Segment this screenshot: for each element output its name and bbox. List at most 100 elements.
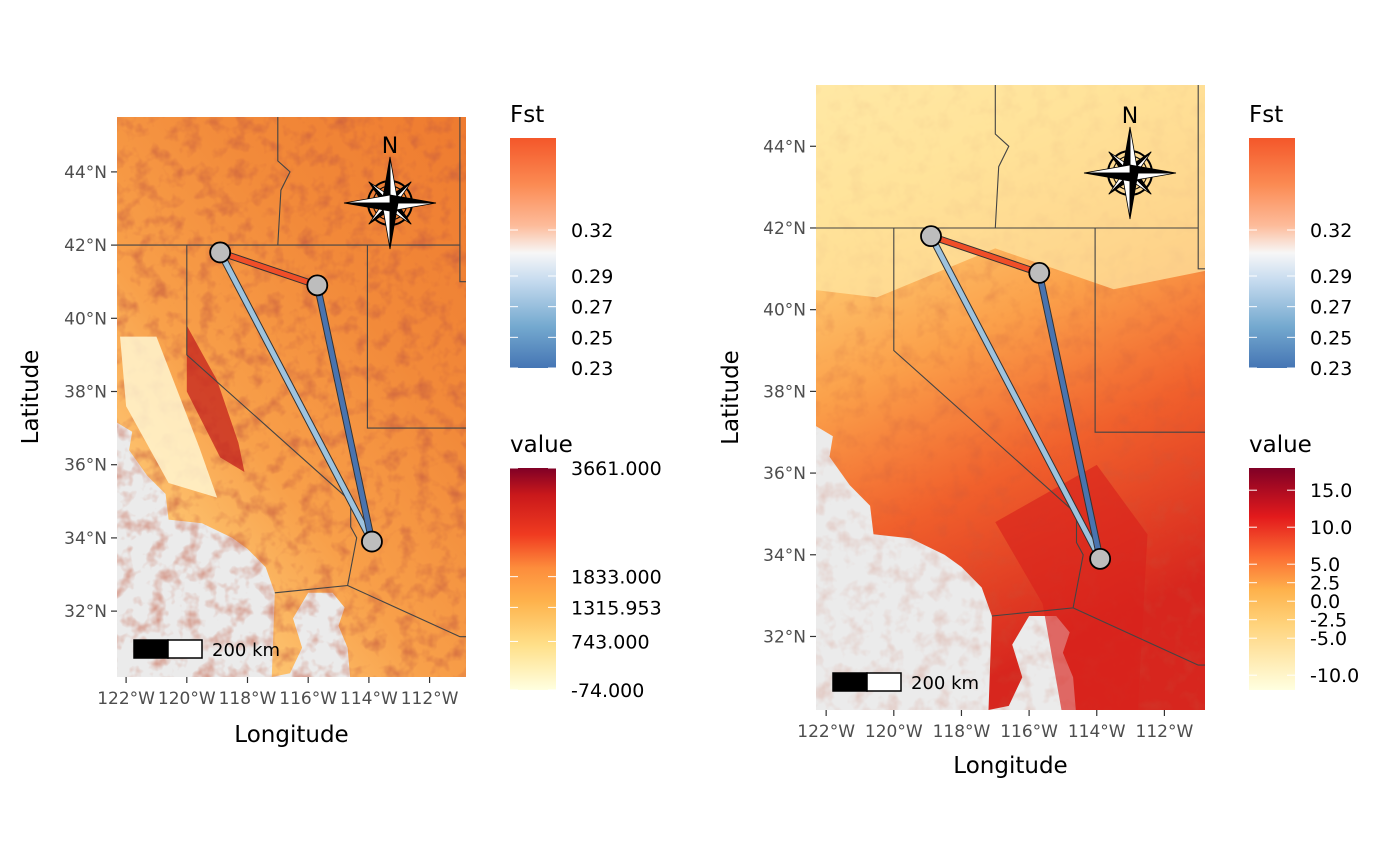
- x-tick-label: 114°W: [340, 689, 398, 709]
- site-point: [306, 274, 329, 297]
- scale-bar-black: [133, 639, 169, 659]
- map-area: 200 km N: [117, 117, 466, 677]
- site-point: [1089, 547, 1112, 570]
- fst-tick-label: 0.29: [1310, 266, 1352, 288]
- x-tick-label: 118°W: [219, 689, 277, 709]
- fst-colorbar: [510, 138, 556, 368]
- y-tick-label: 36°N: [763, 464, 806, 484]
- value-legend-title: value: [510, 432, 573, 458]
- x-tick-label: 120°W: [158, 689, 216, 709]
- fst-colorbar: [1249, 138, 1295, 368]
- fst-tick-label: 0.25: [1310, 327, 1352, 349]
- fst-tick-label: 0.23: [1310, 358, 1352, 380]
- x-tick-label: 114°W: [1068, 722, 1126, 742]
- value-tick-label: -5.0: [1310, 628, 1347, 650]
- state-border: [277, 117, 291, 246]
- fst-tick-label: 0.27: [1310, 297, 1352, 319]
- value-tick-label: 743.000: [571, 631, 650, 653]
- map-panel-temperature: 200 km N 32°N 34°N 36°N 38°N 40°N 42°N 44°N 122°W…: [718, 85, 1359, 779]
- fst-tick-label: 0.32: [571, 220, 613, 242]
- y-tick-label: 40°N: [64, 309, 107, 329]
- fst-legend-title: Fst: [1249, 102, 1283, 128]
- y-tick-label: 40°N: [763, 301, 806, 321]
- value-tick-label: 10.0: [1310, 517, 1352, 539]
- fst-legend-title: Fst: [510, 102, 544, 128]
- link-line: [314, 282, 375, 545]
- value-tick-label: -2.5: [1310, 610, 1347, 632]
- x-axis-label: Longitude: [953, 753, 1067, 779]
- x-tick-label: 122°W: [97, 689, 155, 709]
- map-panel-elevation: 200 km N 32°N 34°N 36°N 38°N 40°N 42°N 44°N 122°W…: [18, 102, 662, 748]
- state-border: [994, 85, 1010, 229]
- x-tick-label: 120°W: [865, 722, 923, 742]
- map-area: 200 km N: [816, 85, 1205, 710]
- site-point: [1028, 262, 1051, 284]
- scale-bar-white: [866, 672, 902, 692]
- y-tick-label: 44°N: [64, 163, 107, 183]
- fst-tick-label: 0.27: [571, 297, 613, 319]
- scale-bar-black: [832, 672, 868, 692]
- y-tick-label: 34°N: [763, 546, 806, 566]
- state-border: [1094, 228, 1205, 433]
- x-tick-label: 118°W: [933, 722, 991, 742]
- north-label: N: [382, 134, 398, 159]
- scale-bar-white: [167, 639, 203, 659]
- value-tick-label: -74.000: [571, 680, 644, 702]
- value-legend-title: value: [1249, 432, 1312, 458]
- y-axis-label: Latitude: [18, 350, 44, 445]
- state-border: [366, 245, 466, 429]
- x-axis-label: Longitude: [234, 722, 348, 748]
- y-tick-label: 36°N: [64, 456, 107, 476]
- link-line: [1036, 270, 1103, 562]
- sierra-nevada: [186, 325, 245, 473]
- fst-tick-label: 0.32: [1310, 220, 1352, 242]
- value-tick-label: 5.0: [1310, 554, 1340, 576]
- state-border: [1072, 607, 1205, 666]
- value-tick-label: 15.0: [1310, 480, 1352, 502]
- hot-desert: [995, 464, 1148, 710]
- value-tick-label: 1315.953: [571, 597, 662, 619]
- cool-north: [816, 85, 1205, 298]
- value-tick-label: 1833.000: [571, 567, 662, 589]
- fst-tick-label: 0.29: [571, 266, 613, 288]
- link-line: [217, 249, 375, 545]
- scale-bar-label: 200 km: [212, 640, 280, 661]
- north-arrow-icon: N: [343, 134, 437, 250]
- x-tick-label: 112°W: [1136, 722, 1194, 742]
- site-point: [209, 241, 232, 264]
- link-line: [217, 249, 320, 288]
- value-tick-label: 0.0: [1310, 591, 1340, 613]
- x-tick-label: 116°W: [279, 689, 337, 709]
- y-axis-label: Latitude: [718, 350, 744, 445]
- y-tick-label: 42°N: [763, 219, 806, 239]
- y-tick-label: 38°N: [64, 383, 107, 403]
- central-valley: [120, 336, 218, 498]
- x-tick-label: 112°W: [401, 689, 459, 709]
- state-border: [347, 584, 466, 638]
- fst-tick-label: 0.25: [571, 327, 613, 349]
- value-tick-label: -10.0: [1310, 665, 1359, 687]
- y-tick-label: 42°N: [64, 236, 107, 256]
- value-colorbar: [510, 468, 556, 690]
- link-line: [928, 233, 1042, 276]
- x-tick-label: 116°W: [1000, 722, 1058, 742]
- value-tick-label: 2.5: [1310, 573, 1340, 595]
- scale-bar-label: 200 km: [911, 673, 979, 694]
- value-tick-label: 3661.000: [571, 458, 662, 480]
- fst-links: [216, 248, 376, 546]
- y-tick-label: 38°N: [763, 382, 806, 402]
- x-tick-label: 122°W: [797, 722, 855, 742]
- site-point: [361, 530, 383, 553]
- north-arrow-icon: N: [1083, 104, 1177, 220]
- y-tick-label: 32°N: [763, 627, 806, 647]
- state-border: [459, 117, 466, 283]
- y-tick-label: 32°N: [64, 602, 107, 622]
- y-tick-label: 44°N: [763, 137, 806, 157]
- fst-links: [927, 232, 1104, 563]
- y-tick-label: 34°N: [64, 529, 107, 549]
- site-point: [920, 225, 942, 248]
- value-colorbar: [1249, 468, 1295, 690]
- north-label: N: [1122, 104, 1138, 129]
- state-border: [1197, 85, 1205, 270]
